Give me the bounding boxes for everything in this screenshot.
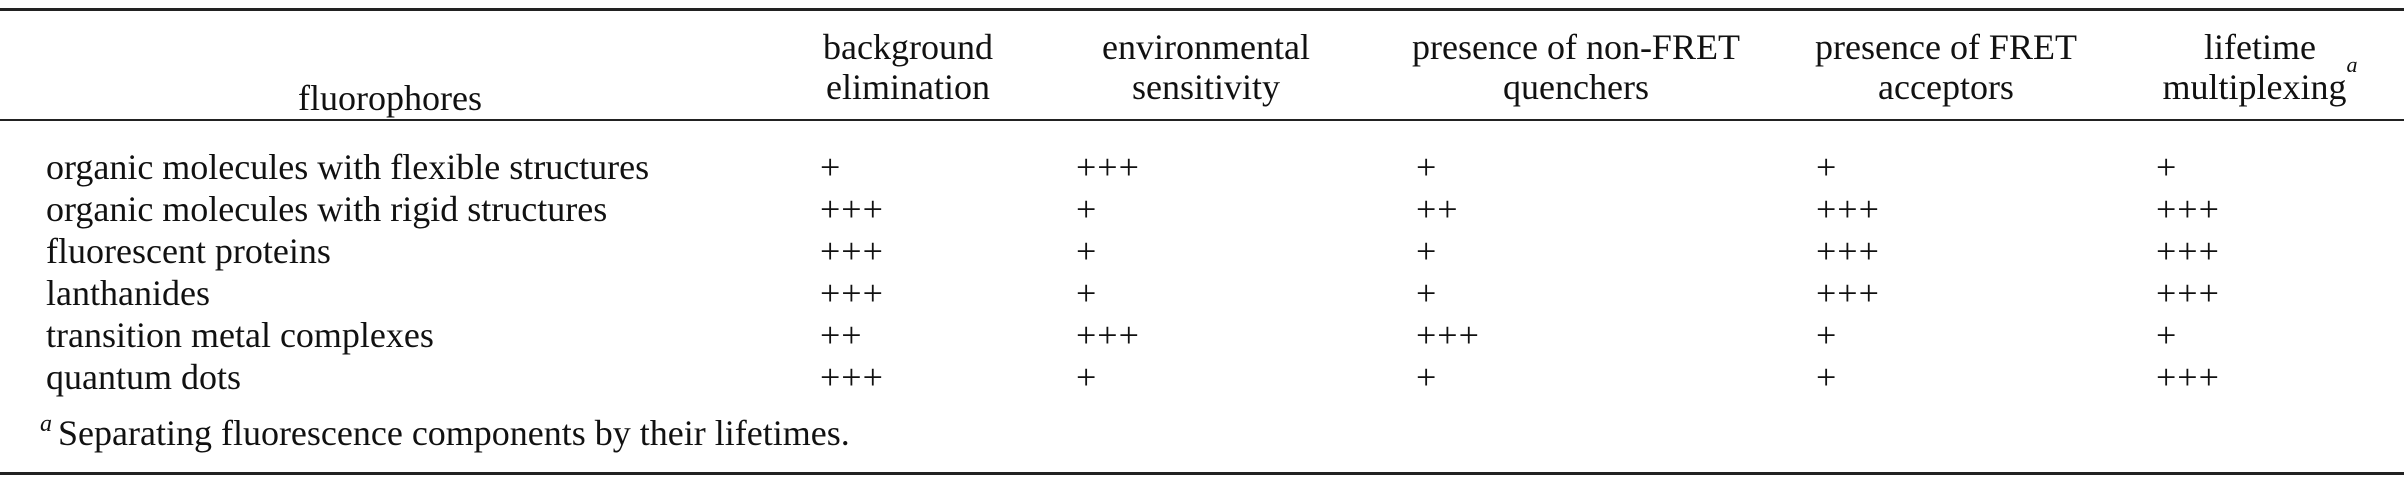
rating-cell-background-elimination: +++ [820,189,884,229]
table-footnote: a Separating fluorescence components by t… [40,411,850,454]
rating-cell-non-fret-quenchers: + [1416,273,1438,313]
footnote-text: Separating fluorescence components by th… [58,413,850,453]
header-fluorophores: fluorophores [0,12,780,122]
rating-cell-background-elimination: ++ [820,315,863,355]
rating-cell-fret-acceptors: + [1816,357,1838,397]
rating-cell-fret-acceptors: +++ [1816,273,1880,313]
rating-cell-background-elimination: + [820,147,842,187]
bottom-rule [0,472,2404,475]
rating-cell-lifetime-multiplexing: + [2156,147,2178,187]
table-row: quantum dots +++ + + + +++ [0,356,2404,398]
table-row: fluorescent proteins +++ + + +++ +++ [0,230,2404,272]
rating-cell-non-fret-quenchers: + [1416,147,1438,187]
rating-cell-lifetime-multiplexing: +++ [2156,189,2220,229]
header-lifetime-multiplexing: lifetime multiplexinga [2116,12,2404,122]
table-row: transition metal complexes ++ +++ +++ + + [0,314,2404,356]
header-non-fret-quenchers: presence of non-FRET quenchers [1376,12,1776,122]
header-fret-acceptors-line-2: acceptors [1878,67,2014,107]
fluorophore-name-cell: lanthanides [46,273,210,313]
header-background-elimination-line-2: elimination [826,67,990,107]
header-non-fret-quenchers-line-2: quenchers [1503,67,1649,107]
rating-cell-fret-acceptors: + [1816,315,1838,355]
header-fret-acceptors-line-1: presence of FRET [1815,27,2077,67]
rating-cell-environmental-sensitivity: + [1076,357,1098,397]
header-environmental-sensitivity-line-2: sensitivity [1131,67,1280,107]
rating-cell-background-elimination: +++ [820,273,884,313]
rating-cell-non-fret-quenchers: + [1416,231,1438,271]
rating-cell-background-elimination: +++ [820,357,884,397]
header-environmental-sensitivity-line-1: environmental [1102,27,1310,67]
rating-cell-lifetime-multiplexing: +++ [2156,273,2220,313]
rating-cell-non-fret-quenchers: + [1416,357,1438,397]
rating-cell-lifetime-multiplexing: +++ [2156,357,2220,397]
header-lifetime-multiplexing-line-1: lifetime [2204,27,2316,67]
header-background-elimination-line-1: background [823,27,993,67]
rating-cell-environmental-sensitivity: + [1076,189,1098,229]
rating-cell-non-fret-quenchers: ++ [1416,189,1459,229]
header-row: fluorophores background elimination envi… [0,12,2404,122]
footnote-mark: a [40,411,52,437]
fluorophore-comparison-table: fluorophores background elimination envi… [0,12,2404,398]
rating-cell-environmental-sensitivity: +++ [1076,315,1140,355]
table-row: lanthanides +++ + + +++ +++ [0,272,2404,314]
rating-cell-lifetime-multiplexing: + [2156,315,2178,355]
rating-cell-fret-acceptors: +++ [1816,231,1880,271]
rating-cell-fret-acceptors: +++ [1816,189,1880,229]
header-fluorophores-line-1: fluorophores [298,78,482,118]
header-non-fret-quenchers-line-1: presence of non-FRET [1412,27,1740,67]
header-rule [0,119,2404,121]
header-lifetime-multiplexing-line-2: multiplexing [2162,67,2347,107]
rating-cell-non-fret-quenchers: +++ [1416,315,1480,355]
table-row: organic molecules with rigid structures +… [0,188,2404,230]
fluorophore-name-cell: transition metal complexes [46,315,434,355]
rating-cell-background-elimination: +++ [820,231,884,271]
header-fret-acceptors: presence of FRET acceptors [1776,12,2116,122]
footnote-marker-superscript: a [2346,52,2358,77]
rating-cell-environmental-sensitivity: +++ [1076,147,1140,187]
fluorophore-name-cell: fluorescent proteins [46,231,331,271]
table-body: organic molecules with flexible structur… [0,122,2404,398]
header-environmental-sensitivity: environmental sensitivity [1036,12,1376,122]
header-background-elimination: background elimination [780,12,1036,122]
fluorophore-name-cell: quantum dots [46,357,241,397]
top-rule [0,8,2404,11]
fluorophore-name-cell: organic molecules with flexible structur… [46,147,650,187]
rating-cell-environmental-sensitivity: + [1076,231,1098,271]
table-row: organic molecules with flexible structur… [0,122,2404,188]
fluorophore-name-cell: organic molecules with rigid structures [46,189,608,229]
rating-cell-fret-acceptors: + [1816,147,1838,187]
rating-cell-environmental-sensitivity: + [1076,273,1098,313]
rating-cell-lifetime-multiplexing: +++ [2156,231,2220,271]
